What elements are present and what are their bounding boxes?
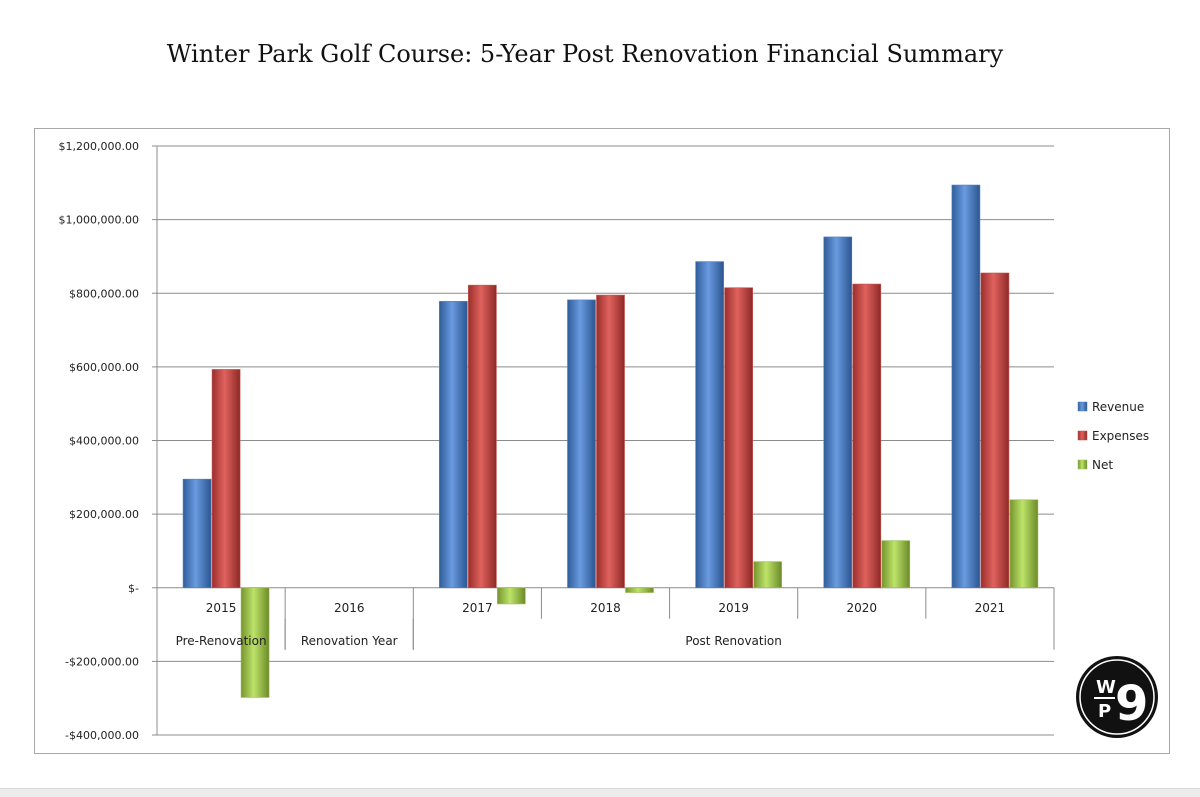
bar-expenses-2015 [211,369,241,589]
legend-swatch-revenue [1077,401,1088,412]
bar-revenue-2017 [439,301,468,589]
bar-expenses-2021 [980,272,1010,589]
x-group-label: Post Renovation [685,634,782,648]
x-group-label: Pre-Renovation [176,634,267,648]
bottom-bar [0,788,1200,797]
svg-text:W: W [1096,677,1116,698]
bar-revenue-2019 [695,261,724,589]
bar-net-2015 [240,587,270,698]
bar-expenses-2017 [468,284,497,589]
chart-title: Winter Park Golf Course: 5-Year Post Ren… [166,40,1004,68]
x-category-label: 2019 [718,601,749,615]
y-tick-label: $1,000,000.00 [59,214,139,227]
bar-net-2018 [625,587,654,593]
chart-area: $1,200,000.00 $1,000,000.00 $800,000.00 $60… [34,128,1170,754]
bar-expenses-2019 [724,287,753,589]
y-tick-label: $800,000.00 [69,287,139,300]
bar-net-2017 [497,587,526,605]
y-tick-label: $600,000.00 [69,361,139,374]
bar-revenue-2021 [951,184,981,589]
x-group-label: Renovation Year [301,634,398,648]
y-tick-label: $- [128,582,139,595]
legend-label-revenue: Revenue [1092,400,1144,414]
legend-swatch-expenses [1077,430,1088,441]
x-category-label: 2021 [975,601,1006,615]
bar-expenses-2018 [596,294,625,589]
bar-net-2020 [881,540,911,589]
x-category-label: 2018 [590,601,621,615]
bar-net-2021 [1009,499,1039,589]
legend-label-net: Net [1092,458,1113,472]
bar-revenue-2020 [823,236,853,589]
bar-net-2019 [753,561,782,589]
bar-revenue-2015 [182,478,212,589]
bar-expenses-2020 [852,283,882,589]
y-tick-label: -$200,000.00 [65,655,139,668]
x-category-label: 2017 [462,601,493,615]
y-tick-label: $400,000.00 [69,435,139,448]
y-tick-label: -$400,000.00 [65,729,139,742]
x-category-label: 2016 [334,601,365,615]
y-tick-label: $1,200,000.00 [59,140,139,153]
bar-revenue-2018 [567,299,596,589]
svg-text:P: P [1098,701,1111,722]
y-tick-label: $200,000.00 [69,508,139,521]
bar-chart: $1,200,000.00 $1,000,000.00 $800,000.00 $60… [59,140,1150,742]
legend-label-expenses: Expenses [1092,429,1149,443]
legend-swatch-net [1077,459,1088,470]
wp9-logo: W P 9 [1076,656,1158,738]
x-category-label: 2015 [206,601,237,615]
x-category-label: 2020 [847,601,878,615]
svg-text:9: 9 [1115,676,1148,732]
